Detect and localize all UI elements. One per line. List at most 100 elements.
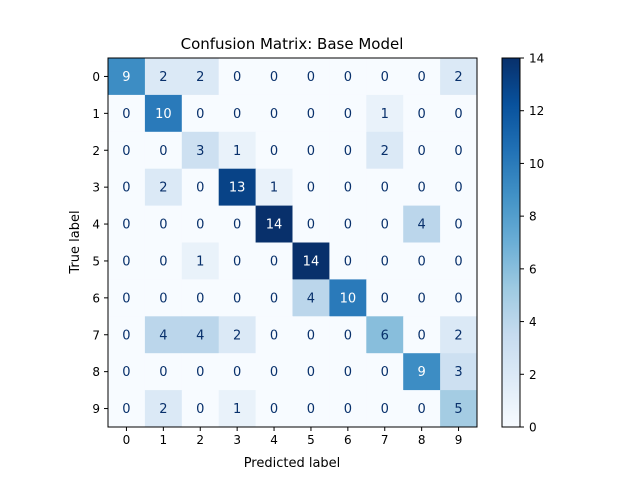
cell-value-label: 0 [122,291,130,306]
cell-value-label: 0 [159,365,167,380]
plot-frame [107,57,478,428]
heatmap-cell [440,94,478,133]
heatmap-cell [292,390,330,428]
y-tick-label: 5 [92,254,100,268]
heatmap-cell [403,94,441,133]
heatmap-cell [144,168,183,207]
x-tick-label: 2 [196,433,204,447]
cell-value-label: 0 [122,365,130,380]
colorbar-tick-label: 6 [529,262,537,276]
cell-value-label: 0 [418,107,426,122]
cell-value-label: 2 [233,328,241,343]
cell-value-label: 0 [454,291,462,306]
heatmap-cell [144,279,183,317]
colorbar-tick-label: 0 [529,421,537,435]
heatmap-cell [108,94,146,133]
cell-value-label: 9 [122,70,130,85]
heatmap-cell [108,168,146,207]
cell-value-label: 3 [196,144,204,159]
cell-value-label: 0 [307,365,315,380]
cell-value-label: 0 [418,70,426,85]
heatmap-cell [144,94,183,133]
cell-value-label: 1 [270,181,278,196]
colorbar [501,57,521,428]
heatmap-cell [440,353,478,391]
cell-value-label: 0 [159,291,167,306]
x-axis-ticks: 0 1 2 3 4 5 6 7 8 9 [123,427,463,447]
cell-value-label: 0 [233,218,241,233]
y-tick-label: 8 [92,365,100,379]
cell-value-label: 1 [233,402,241,417]
heatmap-cell [255,316,293,354]
heatmap-cell [440,242,478,280]
cell-value-label: 2 [159,402,167,417]
cell-value-label: 13 [229,181,246,196]
cell-value-label: 0 [454,181,462,196]
cell-value-label: 0 [307,218,315,233]
cell-value-label: 0 [270,291,278,306]
cell-value-label: 0 [344,402,352,417]
y-tick-label: 2 [92,144,100,158]
colorbar-tick-label: 4 [529,315,537,329]
heatmap-cell [181,58,220,96]
cell-value-label: 14 [266,218,283,233]
cell-value-label: 2 [381,144,389,159]
heatmap-cell [108,131,146,170]
heatmap-cell [292,205,330,243]
heatmap-cell [366,316,404,354]
heatmap-cell [181,316,220,354]
heatmap-cell [181,131,220,170]
heatmap-cell [440,316,478,354]
heatmap-cell [218,279,257,317]
cell-value-label: 0 [307,402,315,417]
heatmap-cell [329,390,367,428]
x-tick-label: 1 [160,433,168,447]
heatmap-cell [255,205,293,243]
heatmap-cell [218,353,257,391]
cell-value-label: 4 [159,328,167,343]
colorbar-tick-label: 8 [529,210,537,224]
cell-value-label: 0 [196,181,204,196]
cell-value-label: 4 [307,291,315,306]
x-tick-label: 6 [344,433,352,447]
cell-value-label: 0 [196,107,204,122]
heatmap-cell [255,390,293,428]
heatmap-cell [440,205,478,243]
y-tick-label: 4 [92,218,100,232]
y-axis-label: True label [68,210,83,274]
cell-value-label: 0 [196,291,204,306]
cell-value-label: 0 [122,107,130,122]
heatmap-cell [329,94,367,133]
heatmap-cell [108,205,146,243]
heatmap-cell [255,353,293,391]
cell-value-label: 14 [303,254,320,269]
x-tick-label: 4 [270,433,278,447]
x-tick-label: 9 [455,433,463,447]
y-tick-label: 0 [92,70,100,84]
cell-value-label: 0 [233,107,241,122]
heatmap-cell [181,353,220,391]
heatmap-cells: 9 2 2 0 0 0 0 0 0 20 10 0 0 0 0 0 1 0 00 0 3 1 0 0 0 2 0 00 2 0 13 1 0 0 0… [108,58,478,428]
cell-value-label: 0 [454,218,462,233]
heatmap-cell [181,242,220,280]
heatmap-cell [366,390,404,428]
heatmap-cell [440,390,478,428]
heatmap-cell [218,316,257,354]
heatmap-cell [218,58,257,96]
heatmap-cell [255,131,293,170]
heatmap-cell [144,353,183,391]
heatmap-cell [255,168,293,207]
cell-value-label: 0 [381,291,389,306]
cell-value-label: 0 [122,254,130,269]
heatmap-cell [218,205,257,243]
cell-value-label: 10 [340,291,357,306]
cell-value-label: 0 [418,254,426,269]
cell-value-label: 0 [122,144,130,159]
heatmap-cell [108,390,146,428]
heatmap-cell [255,279,293,317]
cell-value-label: 0 [122,402,130,417]
heatmap-cell [292,131,330,170]
cell-value-label: 0 [270,70,278,85]
cell-value-label: 2 [159,181,167,196]
x-tick-label: 7 [381,433,389,447]
